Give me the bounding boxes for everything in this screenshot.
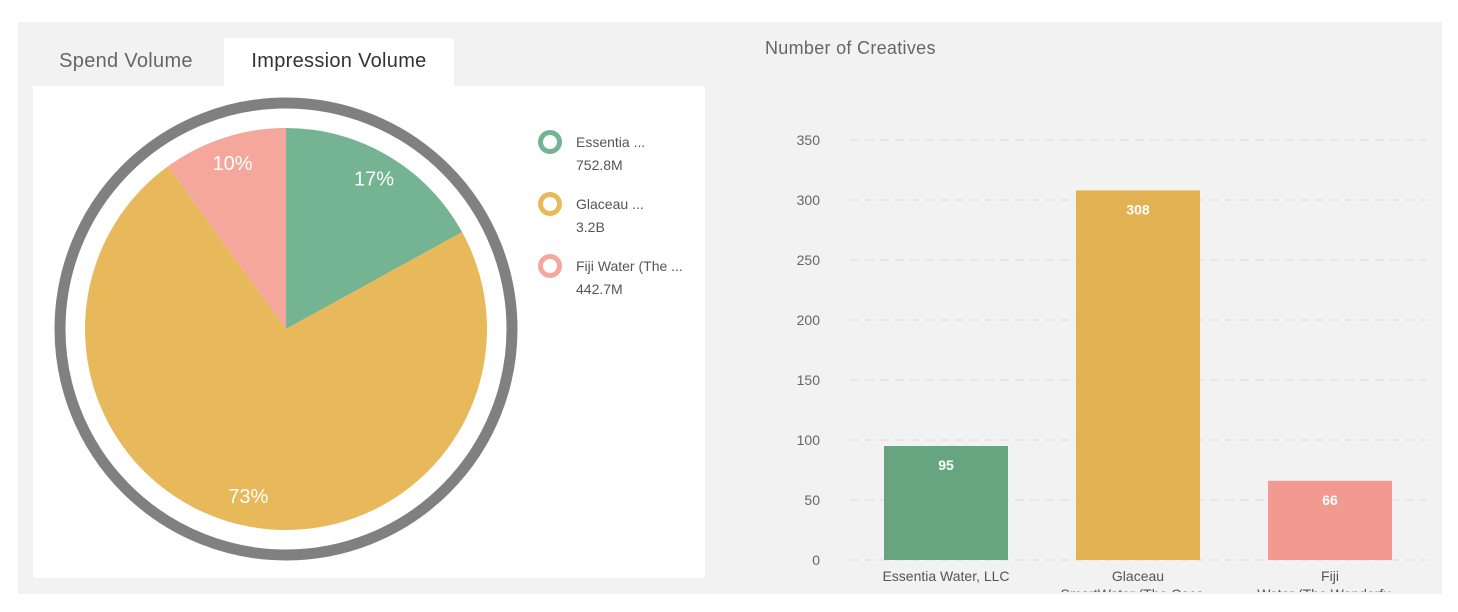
legend-item-glaceau[interactable]: Glaceau ... 3.2B [538, 188, 708, 250]
x-tick-label: SmartWater (The Coca... [1060, 586, 1215, 592]
legend-marker-icon [538, 192, 562, 216]
y-tick-label: 250 [797, 252, 821, 268]
legend-label: Fiji Water (The ... [576, 258, 683, 274]
legend-item-fiji[interactable]: Fiji Water (The ... 442.7M [538, 250, 708, 312]
bar-3[interactable] [1268, 480, 1392, 560]
pie-slice-3[interactable] [167, 128, 286, 329]
x-tick-label: Essentia Water, LLC [882, 568, 1009, 584]
x-tick-label: Glaceau [1112, 568, 1164, 584]
pie-slice-label: 73% [228, 486, 268, 508]
y-tick-label: 150 [797, 372, 821, 388]
y-tick-label: 200 [797, 312, 821, 328]
dashboard-card: Spend Volume Impression Volume 17% 73% 10%… [18, 22, 1442, 594]
y-tick-label: 100 [797, 432, 821, 448]
y-tick-label: 350 [797, 132, 821, 148]
tab-impression-volume[interactable]: Impression Volume [224, 38, 454, 86]
bar-1[interactable] [884, 446, 1008, 560]
impression-pie-chart: 17% 73% 10% [54, 97, 518, 561]
bar-value-label: 308 [1126, 201, 1150, 217]
legend-value: 752.8M [576, 157, 623, 173]
legend-marker-icon [538, 130, 562, 154]
tab-spend-volume[interactable]: Spend Volume [59, 50, 193, 72]
y-tick-label: 0 [812, 552, 820, 568]
x-tick-label: Fiji [1321, 568, 1339, 584]
legend-value: 3.2B [576, 219, 605, 235]
bar-value-label: 66 [1322, 492, 1338, 508]
bar-value-label: 95 [938, 457, 954, 473]
legend-value: 442.7M [576, 281, 623, 297]
legend-label: Glaceau ... [576, 196, 644, 212]
legend-marker-icon [538, 254, 562, 278]
pie-slice-2[interactable] [85, 166, 488, 530]
legend-label: Essentia ... [576, 134, 646, 150]
creatives-bar-chart: 0 50 100 150 200 250 300 350 95 Essentia Water, L… [797, 132, 1426, 592]
y-tick-label: 50 [804, 492, 820, 508]
bar-chart-title: Number of Creatives [765, 38, 936, 58]
pie-slice-1[interactable] [286, 128, 463, 329]
x-tick-label: Water (The Wonderfu... [1257, 586, 1403, 592]
pie-slice-label: 10% [213, 153, 253, 175]
pie-slice-label: 17% [354, 168, 394, 190]
impression-pie-panel: 17% 73% 10% Essentia ... 752.8M Glaceau ..… [33, 86, 705, 578]
y-tick-label: 300 [797, 192, 821, 208]
pie-outer-ring [54, 97, 518, 561]
pie-legend: Essentia ... 752.8M Glaceau ... 3.2B Fij… [538, 126, 708, 312]
bar-2[interactable] [1076, 190, 1200, 560]
legend-item-essentia[interactable]: Essentia ... 752.8M [538, 126, 708, 188]
